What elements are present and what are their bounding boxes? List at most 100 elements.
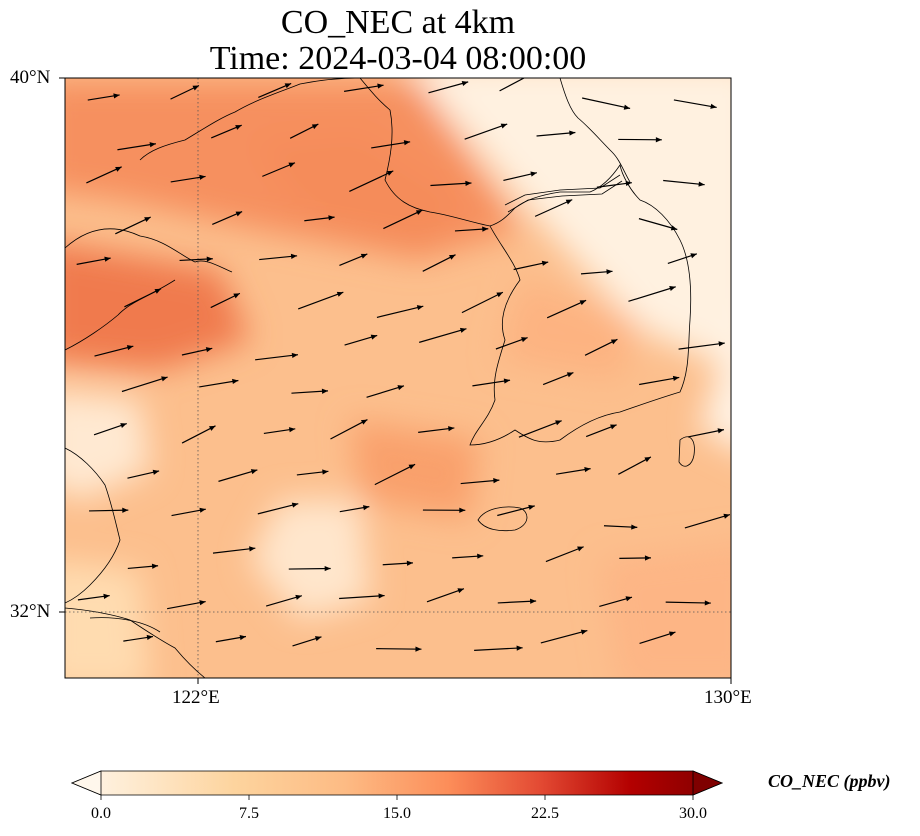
wind-arrowhead bbox=[672, 375, 680, 382]
wind-arrowhead bbox=[496, 292, 503, 298]
wind-arrowhead bbox=[403, 140, 411, 146]
wind-arrow bbox=[371, 141, 411, 149]
wind-arrowhead bbox=[113, 93, 120, 99]
wind-arrow bbox=[419, 328, 467, 343]
wind-arrowhead bbox=[723, 513, 730, 519]
wind-arrowhead bbox=[569, 130, 576, 136]
wind-arrow bbox=[298, 291, 344, 310]
wind-arrow bbox=[540, 629, 588, 644]
wind-arrowhead bbox=[521, 337, 528, 343]
wind-arrowhead bbox=[408, 464, 416, 470]
wind-arrow bbox=[582, 97, 631, 110]
wind-arrowhead bbox=[291, 502, 299, 508]
map-frame bbox=[64, 77, 732, 679]
wind-arrowhead bbox=[528, 504, 535, 510]
wind-arrowhead bbox=[610, 339, 618, 345]
wind-arrowhead bbox=[235, 125, 242, 130]
wind-arrow bbox=[663, 179, 705, 186]
wind-arrowhead bbox=[459, 327, 467, 333]
wind-arrowhead bbox=[530, 171, 537, 177]
wind-arrow bbox=[426, 588, 465, 603]
wind-arrowhead bbox=[579, 300, 587, 306]
wind-arrowhead bbox=[386, 170, 394, 176]
lat-tick-40N: 40°N bbox=[10, 67, 51, 88]
wind-arrow bbox=[124, 288, 162, 308]
wind-arrow bbox=[418, 427, 455, 433]
wind-arrow bbox=[374, 463, 416, 486]
wind-arrowhead bbox=[577, 546, 584, 552]
wind-vectors bbox=[76, 78, 731, 652]
wind-arrow bbox=[474, 647, 523, 651]
wind-arrowhead bbox=[360, 253, 368, 259]
wind-arrow bbox=[497, 600, 537, 604]
wind-arrowhead bbox=[295, 594, 302, 600]
wind-arrowhead bbox=[378, 593, 385, 599]
wind-arrowhead bbox=[362, 505, 370, 511]
wind-arrowhead bbox=[209, 425, 216, 431]
wind-arrowhead bbox=[239, 634, 246, 641]
wind-arrowhead bbox=[623, 104, 631, 110]
colorbar bbox=[70, 770, 724, 800]
wind-arrow bbox=[639, 376, 680, 386]
wind-arrowhead bbox=[482, 226, 489, 232]
chart-title-line-2: Time: 2024-03-04 08:00:00 bbox=[209, 40, 587, 77]
wind-arrowhead bbox=[555, 420, 562, 426]
wind-arrowhead bbox=[291, 352, 299, 358]
wind-arrow bbox=[422, 254, 456, 272]
wind-arrowhead bbox=[448, 426, 455, 432]
wind-arrowhead bbox=[152, 469, 160, 475]
wind-arrow bbox=[628, 286, 676, 302]
wind-arrowhead bbox=[126, 345, 134, 351]
wind-arrowhead bbox=[644, 456, 651, 463]
wind-arrowhead bbox=[461, 80, 469, 86]
wind-arrowhead bbox=[290, 253, 298, 259]
lat-tick-32N: 32°N bbox=[10, 601, 51, 622]
wind-arrow bbox=[255, 354, 299, 361]
wind-arrow bbox=[86, 166, 122, 184]
wind-arrow bbox=[618, 456, 652, 475]
wind-arrowhead bbox=[144, 217, 151, 222]
wind-arrowhead bbox=[324, 565, 331, 572]
wind-arrowhead bbox=[503, 378, 511, 384]
wind-arrow bbox=[546, 299, 587, 319]
wind-arrowhead bbox=[704, 600, 711, 606]
lon-tick-122E: 122°E bbox=[172, 687, 220, 708]
wind-arrow bbox=[534, 199, 573, 217]
wind-arrowhead bbox=[493, 478, 500, 484]
wind-arrow bbox=[259, 255, 298, 261]
colorbar-tick: 30.0 bbox=[679, 805, 707, 822]
wind-arrow bbox=[639, 631, 676, 645]
wind-arrow bbox=[181, 425, 216, 444]
wind-arrow bbox=[684, 513, 731, 529]
wind-arrowhead bbox=[161, 376, 168, 382]
wind-arrow bbox=[687, 429, 725, 438]
wind-arrow bbox=[344, 84, 384, 92]
wind-arrow bbox=[376, 305, 424, 318]
wind-arrow bbox=[460, 479, 500, 485]
wind-arrow bbox=[584, 338, 618, 356]
wind-arrow bbox=[376, 648, 422, 650]
wind-arrowhead bbox=[606, 269, 613, 275]
wind-arrowhead bbox=[449, 254, 456, 260]
wind-arrow bbox=[428, 81, 469, 94]
wind-arrow bbox=[545, 546, 584, 563]
wind-arrow bbox=[339, 594, 385, 600]
wind-arrow bbox=[94, 345, 134, 357]
wind-arrowhead bbox=[122, 507, 129, 513]
wind-arrowhead bbox=[199, 507, 206, 513]
wind-arrowhead bbox=[698, 181, 705, 187]
wind-arrowhead bbox=[115, 166, 122, 172]
wind-arrow bbox=[330, 419, 368, 440]
wind-arrow bbox=[366, 385, 405, 398]
wind-arrowhead bbox=[232, 378, 239, 385]
chart-title-line-1: CO_NEC at 4km bbox=[280, 4, 516, 41]
wind-arrowhead bbox=[415, 210, 423, 216]
wind-arrowhead bbox=[710, 103, 717, 109]
coastlines bbox=[65, 78, 695, 678]
wind-arrowhead bbox=[397, 385, 404, 391]
wind-arrow bbox=[665, 601, 711, 604]
colorbar-tick: 0.0 bbox=[91, 805, 111, 822]
wind-arrowhead bbox=[566, 372, 574, 378]
wind-arrowhead bbox=[288, 427, 296, 433]
wind-arrowhead bbox=[416, 305, 424, 311]
